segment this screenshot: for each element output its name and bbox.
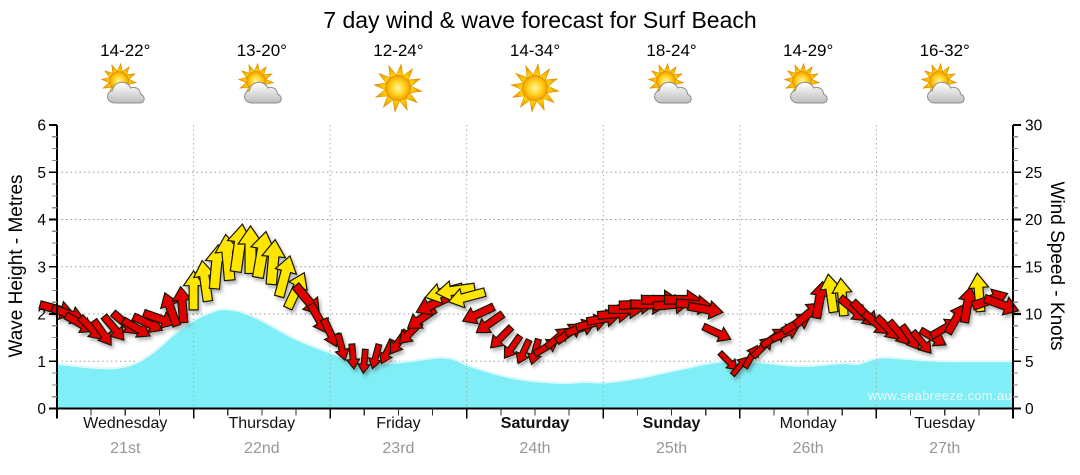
day-date: 27th <box>929 440 961 457</box>
chart-title: 7 day wind & wave forecast for Surf Beac… <box>323 7 757 33</box>
left-tick-label: 5 <box>37 165 46 182</box>
day-date: 26th <box>792 440 824 457</box>
weather-icon-wrap <box>370 62 426 117</box>
wind-arrow <box>260 238 287 286</box>
temperature-range: 14-22° <box>100 41 151 60</box>
right-tick-label: 30 <box>1025 118 1043 135</box>
wind-arrow <box>461 302 496 325</box>
wave-height-curve <box>56 308 1013 385</box>
wind-arrow <box>982 293 1020 316</box>
wind-arrow <box>909 328 932 354</box>
wind-arrow <box>100 313 125 341</box>
day-name: Tuesday <box>914 415 976 432</box>
day-name: Friday <box>376 415 421 432</box>
sun-core <box>385 75 412 101</box>
cloud <box>243 81 282 104</box>
day-date: 21st <box>110 440 141 457</box>
day-name: Monday <box>779 415 837 432</box>
wind-arrow <box>687 299 724 321</box>
right-tick-label: 10 <box>1025 307 1043 324</box>
wind-arrow <box>141 308 176 330</box>
sunny-icon <box>373 63 424 113</box>
weather-icon-wrap <box>644 62 700 117</box>
partly-cloudy-icon <box>783 62 828 104</box>
left-tick-label: 4 <box>37 212 46 229</box>
day-date: 22nd <box>244 440 280 457</box>
partly-cloudy-icon <box>647 62 692 104</box>
cloud <box>653 81 692 104</box>
day-name: Saturday <box>500 415 570 432</box>
partly-cloudy-icon <box>920 62 965 104</box>
day-name: Wednesday <box>83 415 168 432</box>
wind-arrow <box>90 317 112 347</box>
wind-arrow <box>489 324 515 349</box>
wind-arrow <box>475 310 506 334</box>
wind-arrow <box>701 322 732 343</box>
sunny-icon <box>510 63 560 113</box>
right-tick-label: 15 <box>1025 259 1042 276</box>
wind-arrow <box>515 337 533 365</box>
temperature-range: 12-24° <box>373 41 424 60</box>
weather-icon-wrap <box>234 62 290 117</box>
cloud <box>926 81 965 104</box>
left-tick-label: 1 <box>37 354 46 371</box>
wind-arrow <box>334 332 351 362</box>
wind-arrow <box>273 254 298 299</box>
wind-arrow <box>503 333 524 360</box>
wind-arrow <box>356 348 372 375</box>
cloud <box>107 81 145 104</box>
weather-icon-wrap <box>97 62 153 117</box>
sun-core <box>522 75 548 101</box>
right-tick-label: 0 <box>1025 401 1034 418</box>
left-axis-title: Wave Height - Metres <box>6 174 27 358</box>
wave-height-area <box>57 309 1013 409</box>
wind-arrow <box>319 317 340 348</box>
left-tick-label: 2 <box>37 307 46 324</box>
right-tick-label: 20 <box>1025 212 1043 229</box>
weather-icon-wrap <box>780 62 836 117</box>
day-date: 23rd <box>382 440 415 457</box>
weather-icon-wrap <box>917 62 973 117</box>
right-tick-label: 25 <box>1025 165 1042 182</box>
right-axis-title: Wind Speed - Knots <box>1046 181 1067 351</box>
temperature-range: 16-32° <box>919 41 970 60</box>
wind-arrow <box>717 349 738 371</box>
wind-arrow <box>447 287 487 309</box>
temperature-range: 13-20° <box>236 41 287 60</box>
partly-cloudy-icon <box>100 62 145 104</box>
left-tick-label: 3 <box>37 259 46 276</box>
wind-arrows <box>38 223 1020 378</box>
temperature-range: 18-24° <box>646 41 697 60</box>
temperature-range: 14-29° <box>783 41 834 60</box>
temperature-range: 14-34° <box>509 41 561 60</box>
weather-icon-wrap <box>507 62 563 117</box>
left-tick-label: 6 <box>37 118 46 135</box>
wind-arrow <box>345 343 361 371</box>
day-name: Sunday <box>642 415 701 432</box>
left-tick-label: 0 <box>37 401 46 418</box>
day-date: 24th <box>519 440 551 457</box>
right-tick-label: 5 <box>1025 354 1034 371</box>
cloud <box>790 81 828 104</box>
day-name: Thursday <box>228 415 296 432</box>
day-date: 25th <box>655 440 688 457</box>
partly-cloudy-icon <box>237 62 282 104</box>
watermark: www.seabreeze.com.au <box>868 388 1013 403</box>
